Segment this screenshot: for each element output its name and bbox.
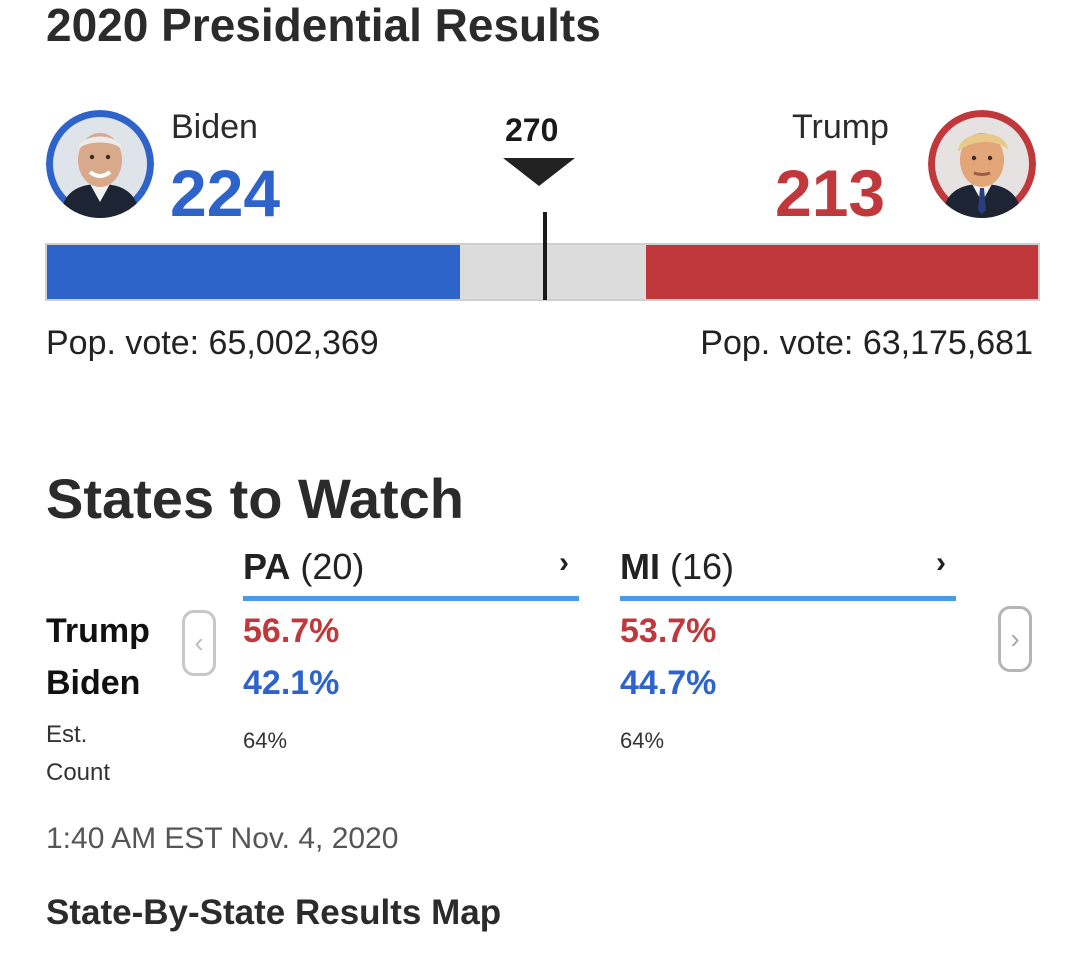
row-label-biden: Biden — [46, 664, 141, 702]
state-header: MI (16) — [620, 546, 734, 588]
chevron-right-icon[interactable]: › — [559, 546, 569, 579]
threshold-marker-icon — [503, 158, 575, 186]
carousel-next-button[interactable]: › — [998, 606, 1032, 672]
chevron-left-icon: ‹ — [194, 627, 204, 658]
dem-popular-vote: Pop. vote: 65,002,369 — [46, 324, 379, 362]
rep-electoral-votes: 213 — [775, 156, 886, 230]
dem-candidate-name: Biden — [171, 108, 258, 146]
rep-candidate-name: Trump — [792, 108, 889, 146]
state-header: PA (20) — [243, 546, 364, 588]
biden-portrait-icon — [46, 110, 154, 218]
state-electoral-votes: (20) — [300, 546, 365, 587]
biden-percent: 44.7% — [620, 664, 717, 702]
dem-electoral-bar-fill — [47, 245, 460, 299]
state-header-rule — [620, 596, 956, 601]
row-label-count: Count — [46, 759, 111, 786]
biden-percent: 42.1% — [243, 664, 340, 702]
state-card-pa[interactable]: PA (20) › 56.7% 42.1% 64% — [243, 546, 579, 753]
rep-popular-vote: Pop. vote: 63,175,681 — [700, 324, 1033, 362]
est-count: 64% — [243, 728, 288, 753]
state-abbr: MI — [620, 546, 660, 587]
rep-electoral-bar-fill — [645, 245, 1038, 299]
state-card-mi[interactable]: MI (16) › 53.7% 44.7% 64% — [620, 546, 956, 753]
states-to-watch-title: States to Watch — [46, 467, 464, 530]
est-count: 64% — [620, 728, 665, 753]
threshold-label: 270 — [505, 112, 559, 148]
last-updated-timestamp: 1:40 AM EST Nov. 4, 2020 — [46, 822, 399, 855]
trump-percent: 53.7% — [620, 612, 717, 650]
chevron-right-icon[interactable]: › — [936, 546, 946, 579]
trump-portrait-icon — [928, 110, 1036, 218]
row-label-trump: Trump — [46, 612, 150, 650]
row-label-est: Est. — [46, 721, 88, 748]
state-electoral-votes: (16) — [670, 546, 735, 587]
results-map-link[interactable]: State-By-State Results Map — [46, 893, 502, 932]
threshold-line — [543, 212, 547, 300]
dem-electoral-votes: 224 — [170, 156, 281, 230]
page-title: 2020 Presidential Results — [46, 0, 601, 51]
electoral-vote-bar — [45, 243, 1040, 301]
chevron-right-icon: › — [1010, 623, 1020, 654]
trump-percent: 56.7% — [243, 612, 340, 650]
carousel-prev-button[interactable]: ‹ — [182, 610, 216, 676]
state-header-rule — [243, 596, 579, 601]
state-abbr: PA — [243, 546, 291, 587]
